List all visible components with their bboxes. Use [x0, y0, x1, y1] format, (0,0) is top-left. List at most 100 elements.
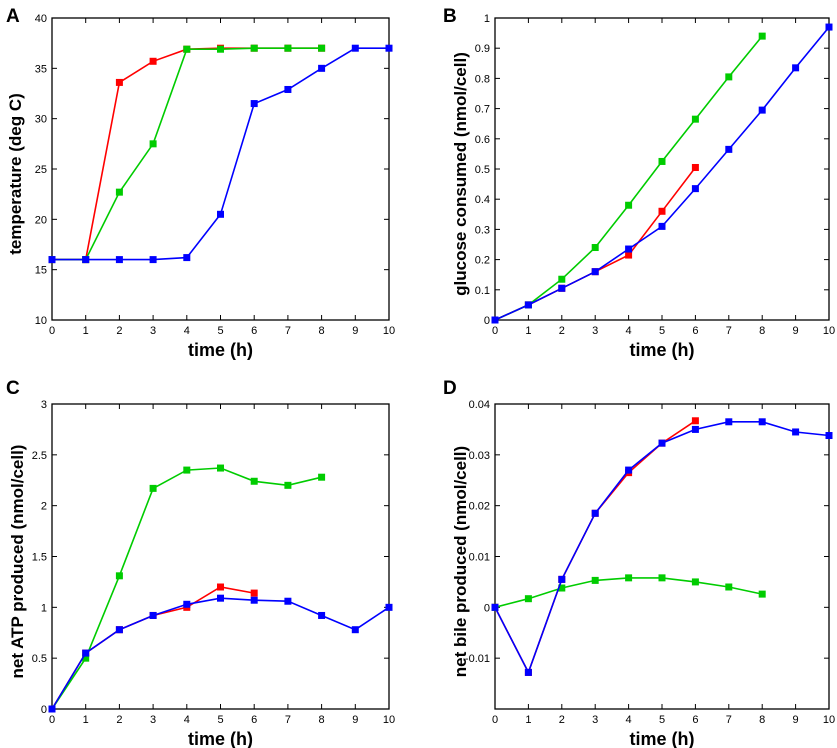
data-point-blue — [658, 439, 666, 447]
data-point-green — [284, 44, 292, 52]
y-tick-label: 30 — [35, 114, 47, 126]
x-tick-label: 8 — [319, 325, 325, 337]
data-point-green — [758, 590, 766, 598]
x-tick-label: 0 — [492, 325, 498, 337]
x-tick-label: 9 — [793, 714, 799, 726]
x-tick-label: 8 — [759, 325, 765, 337]
data-point-blue — [351, 626, 359, 634]
x-tick-label: 10 — [383, 325, 395, 337]
x-tick-label: 4 — [184, 714, 190, 726]
data-point-blue — [591, 268, 599, 276]
data-point-blue — [82, 256, 90, 264]
data-point-green — [558, 275, 566, 283]
series-green — [48, 44, 326, 264]
data-point-blue — [48, 256, 56, 264]
data-point-blue — [183, 254, 191, 262]
y-axis-title: glucose consumed (nmol/cell) — [451, 52, 470, 296]
data-point-green — [217, 464, 224, 472]
data-point-blue — [691, 185, 699, 193]
data-point-red — [217, 583, 224, 591]
data-point-green — [82, 654, 90, 662]
data-point-blue — [115, 626, 123, 634]
data-point-blue — [250, 100, 258, 108]
data-point-blue — [658, 222, 666, 230]
data-point-blue — [558, 284, 566, 292]
series-line-blue — [52, 47, 389, 261]
data-point-green — [758, 32, 766, 40]
x-tick-label: 3 — [592, 325, 598, 337]
data-point-blue — [48, 705, 56, 713]
data-point-green — [318, 473, 326, 481]
y-tick-label: 2 — [41, 501, 47, 513]
x-tick-label: 4 — [184, 325, 190, 337]
y-tick-label: 0 — [484, 315, 490, 327]
x-tick-label: 1 — [83, 714, 89, 726]
data-point-blue — [524, 668, 532, 676]
x-tick-label: 6 — [251, 714, 257, 726]
y-tick-label: 1 — [41, 602, 47, 614]
y-tick-label: 0.02 — [469, 501, 490, 513]
data-point-blue — [115, 256, 123, 264]
plot-frame — [494, 403, 830, 710]
panel-letter: A — [6, 6, 20, 27]
y-tick-label: 1.5 — [32, 552, 47, 564]
series-blue — [491, 23, 833, 324]
data-point-blue — [691, 425, 699, 433]
x-tick-label: 0 — [49, 714, 55, 726]
y-tick-label: 0.8 — [475, 73, 490, 85]
x-tick-label: 2 — [116, 325, 122, 337]
data-point-green — [183, 466, 191, 474]
series-line-green — [494, 35, 763, 321]
series-blue — [491, 418, 833, 676]
data-point-green — [558, 584, 566, 592]
data-point-blue — [625, 466, 633, 474]
series-green — [491, 574, 766, 611]
panel-letter: C — [6, 378, 20, 399]
data-point-red — [149, 57, 157, 65]
y-tick-label: 0 — [484, 602, 490, 614]
y-tick-label: 3 — [41, 399, 47, 411]
y-tick-label: 0.4 — [475, 194, 490, 206]
data-point-blue — [217, 594, 224, 602]
data-point-red — [625, 251, 633, 259]
data-point-blue — [284, 597, 292, 605]
series-green — [491, 32, 766, 324]
x-tick-label: 7 — [726, 325, 732, 337]
data-point-blue — [725, 145, 733, 153]
x-tick-label: 6 — [692, 325, 698, 337]
series-line-red — [494, 420, 696, 675]
series-line-blue — [494, 26, 830, 321]
y-axis-title: temperature (deg C) — [6, 93, 25, 255]
x-tick-label: 10 — [823, 714, 835, 726]
x-axis-title: time (h) — [630, 729, 695, 748]
y-tick-label: 0.03 — [469, 450, 490, 462]
data-point-blue — [385, 44, 393, 52]
data-point-blue — [284, 85, 292, 93]
x-tick-label: 8 — [319, 714, 325, 726]
data-point-green — [284, 481, 292, 489]
data-point-green — [725, 73, 733, 81]
data-point-blue — [351, 44, 359, 52]
x-tick-label: 10 — [823, 325, 835, 337]
x-tick-label: 1 — [83, 325, 89, 337]
data-point-blue — [491, 603, 499, 611]
plot-frame — [51, 403, 390, 710]
panel-letter: B — [443, 6, 457, 27]
data-point-blue — [758, 106, 766, 114]
x-tick-label: 7 — [726, 714, 732, 726]
x-tick-label: 9 — [352, 325, 358, 337]
x-axis-title: time (h) — [188, 729, 253, 748]
panel-letter: D — [443, 378, 457, 399]
y-tick-label: 2.5 — [32, 450, 47, 462]
data-point-green — [318, 44, 326, 52]
data-point-green — [115, 572, 123, 580]
y-tick-label: 1 — [484, 13, 490, 25]
data-point-green — [149, 484, 157, 492]
y-tick-label: 0.01 — [469, 552, 490, 564]
y-tick-label: 10 — [35, 315, 47, 327]
x-axis-title: time (h) — [188, 340, 253, 360]
series-red — [48, 44, 326, 264]
y-tick-label: 20 — [35, 214, 47, 226]
x-tick-label: 9 — [793, 325, 799, 337]
x-tick-label: 2 — [116, 714, 122, 726]
